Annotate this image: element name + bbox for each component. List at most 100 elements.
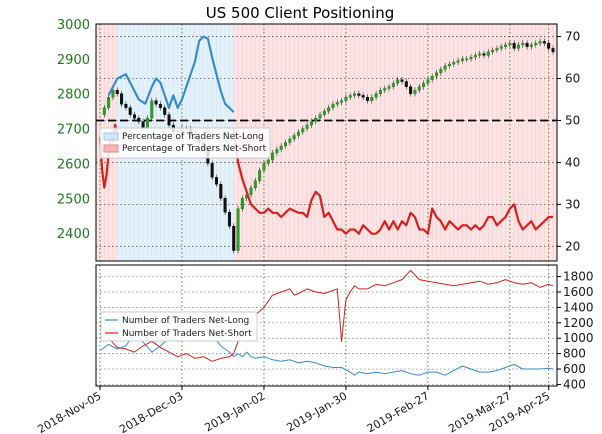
candle-body bbox=[538, 41, 542, 44]
candle-body bbox=[529, 44, 533, 47]
candle-body bbox=[137, 117, 141, 122]
percent-tick-label: 50 bbox=[565, 113, 580, 127]
candle-body bbox=[374, 93, 378, 98]
candle-body bbox=[327, 107, 331, 112]
candle-body bbox=[120, 93, 124, 105]
candle-body bbox=[409, 86, 413, 94]
bottom-legend: Number of Traders Net-Long Number of Tra… bbox=[100, 311, 258, 342]
candle-body bbox=[309, 121, 313, 126]
candle-body bbox=[258, 170, 262, 182]
candle-body bbox=[262, 163, 266, 171]
candle-body bbox=[133, 114, 137, 119]
candle-body bbox=[253, 180, 257, 189]
candle-body bbox=[167, 114, 171, 126]
candle-body bbox=[210, 163, 214, 178]
candle-body bbox=[158, 103, 162, 108]
percent-axis: 20 30 40 50 60 70 bbox=[557, 30, 580, 253]
candle-body bbox=[413, 90, 417, 94]
candle-body bbox=[292, 135, 296, 140]
legend-label-count-long: Number of Traders Net-Long bbox=[122, 316, 249, 326]
count-tick-label: 1200 bbox=[563, 316, 594, 330]
candle-body bbox=[271, 152, 275, 161]
candle-body bbox=[331, 103, 335, 108]
candle-body bbox=[284, 142, 288, 147]
bottom-legend-box bbox=[100, 311, 258, 342]
bottom-panel-frame bbox=[95, 264, 558, 387]
candle-body bbox=[344, 96, 348, 101]
price-tick-label: 2900 bbox=[57, 53, 90, 68]
legend-swatch-net-long bbox=[103, 132, 119, 141]
candle-body bbox=[508, 42, 512, 46]
candle-body bbox=[473, 55, 477, 58]
candle-body bbox=[391, 83, 395, 87]
candle-body bbox=[236, 208, 240, 251]
candle-body bbox=[430, 76, 434, 80]
candle-body bbox=[102, 107, 106, 115]
candle-body bbox=[521, 42, 525, 46]
candle-body bbox=[150, 100, 154, 119]
candle-body bbox=[288, 138, 292, 143]
percent-tick-label: 40 bbox=[565, 155, 580, 169]
count-tick-label: 1800 bbox=[563, 270, 594, 284]
percent-tick-label: 70 bbox=[565, 30, 580, 44]
candle-body bbox=[348, 95, 352, 98]
candle-body bbox=[460, 58, 464, 61]
candle-body bbox=[404, 81, 408, 87]
legend-label-net-short: Percentage of Traders Net-Short bbox=[122, 144, 267, 154]
candle-body bbox=[154, 100, 158, 105]
count-tick-label: 1400 bbox=[563, 300, 594, 314]
candle-body bbox=[417, 86, 421, 91]
candle-body bbox=[115, 90, 119, 94]
candle-body bbox=[482, 53, 486, 56]
date-axis: 2018-Nov-05 2018-Dec-03 2019-Jan-02 2019-Ja… bbox=[35, 386, 552, 434]
candle-body bbox=[551, 48, 555, 53]
count-tick-label: 600 bbox=[563, 362, 586, 376]
candle-body bbox=[491, 49, 495, 53]
top-panel-grid bbox=[96, 24, 557, 261]
candle-body bbox=[478, 53, 482, 56]
candle-body bbox=[465, 58, 469, 61]
percent-tick-label: 60 bbox=[565, 72, 580, 86]
candle-body bbox=[370, 96, 374, 101]
candle-body bbox=[396, 79, 400, 84]
net-long-percentage-line bbox=[107, 35, 235, 113]
net-short-percentage-line bbox=[232, 128, 553, 235]
candle-body bbox=[383, 88, 387, 91]
candle-body bbox=[534, 42, 538, 46]
legend-swatch-net-short bbox=[103, 144, 119, 153]
candle-body bbox=[124, 103, 128, 108]
candle-body bbox=[400, 79, 404, 82]
candle-body bbox=[387, 86, 391, 89]
date-tick-label: 2018-Nov-05 bbox=[35, 389, 103, 434]
candle-body bbox=[547, 42, 551, 49]
candle-body bbox=[435, 72, 439, 77]
candle-body bbox=[318, 114, 322, 119]
price-tick-label: 2800 bbox=[57, 88, 90, 103]
candle-body bbox=[275, 149, 279, 154]
percent-tick-label: 20 bbox=[565, 239, 580, 253]
price-tick-label: 2400 bbox=[57, 227, 90, 242]
candle-body bbox=[145, 117, 149, 129]
count-tick-label: 1600 bbox=[563, 285, 594, 299]
count-net-short-line bbox=[99, 269, 554, 362]
candle-body bbox=[486, 51, 490, 56]
candle-body bbox=[542, 41, 546, 44]
candle-body bbox=[335, 102, 339, 105]
candle-body bbox=[504, 44, 508, 47]
candle-body bbox=[305, 124, 309, 129]
candle-body bbox=[340, 100, 344, 103]
candle-body bbox=[447, 63, 451, 67]
chart-title: US 500 Client Positioning bbox=[206, 4, 394, 22]
candle-body bbox=[426, 79, 430, 84]
candle-body bbox=[249, 187, 253, 195]
candle-body bbox=[357, 93, 361, 96]
date-tick-label: 2019-Jan-02 bbox=[202, 389, 267, 434]
top-legend: Percentage of Traders Net-Long Percentag… bbox=[99, 127, 271, 159]
candle-body bbox=[443, 65, 447, 70]
top-legend-box bbox=[99, 127, 271, 159]
price-tick-label: 3000 bbox=[57, 18, 90, 33]
date-tick-label: 2018-Dec-03 bbox=[117, 389, 185, 434]
candle-body bbox=[353, 93, 357, 96]
candle-body bbox=[111, 90, 115, 98]
